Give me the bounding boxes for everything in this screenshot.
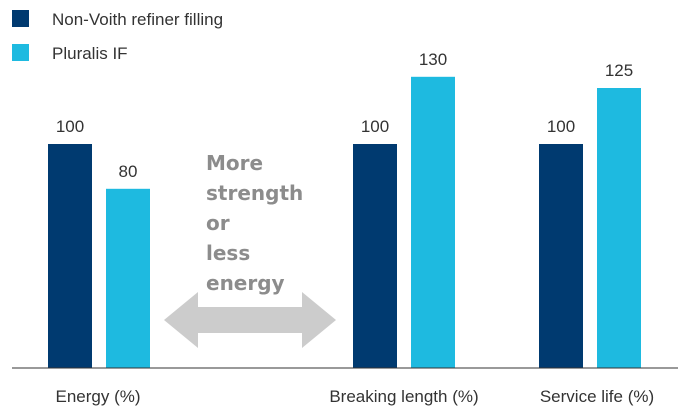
bar-energy-non-voith — [48, 144, 92, 368]
bars-group — [48, 76, 641, 369]
category-labels: Energy (%) Breaking length (%) Service l… — [55, 387, 654, 406]
value-label-energy-pluralis: 80 — [119, 162, 138, 181]
legend-swatch-non-voith — [12, 10, 29, 27]
legend-label-pluralis: Pluralis IF — [52, 44, 128, 63]
category-label-breaking-length: Breaking length (%) — [329, 387, 478, 406]
category-label-service-life: Service life (%) — [540, 387, 654, 406]
annotation-line-2: strength — [206, 181, 303, 205]
legend: Non-Voith refiner filling Pluralis IF — [12, 10, 223, 63]
category-label-energy: Energy (%) — [55, 387, 140, 406]
bar-service-life-non-voith — [539, 144, 583, 368]
value-label-energy-non-voith: 100 — [56, 117, 84, 136]
value-label-breaking-length-non-voith: 100 — [361, 117, 389, 136]
annotation-line-5: energy — [206, 271, 285, 295]
double-arrow-icon — [164, 292, 336, 348]
annotation-line-4: less — [206, 241, 250, 265]
legend-swatch-pluralis — [12, 44, 29, 61]
bar-breaking-length-pluralis — [411, 76, 455, 369]
annotation-line-3: or — [206, 211, 230, 235]
bar-energy-pluralis — [106, 188, 150, 368]
value-label-service-life-pluralis: 125 — [605, 61, 633, 80]
legend-label-non-voith: Non-Voith refiner filling — [52, 10, 223, 29]
value-labels-group: 100 80 100 130 100 125 — [56, 50, 633, 181]
annotation: More strength or less energy — [164, 151, 336, 348]
bar-breaking-length-non-voith — [353, 144, 397, 368]
value-label-service-life-non-voith: 100 — [547, 117, 575, 136]
value-label-breaking-length-pluralis: 130 — [419, 50, 447, 69]
bar-service-life-pluralis — [597, 88, 641, 368]
annotation-line-1: More — [206, 151, 263, 175]
